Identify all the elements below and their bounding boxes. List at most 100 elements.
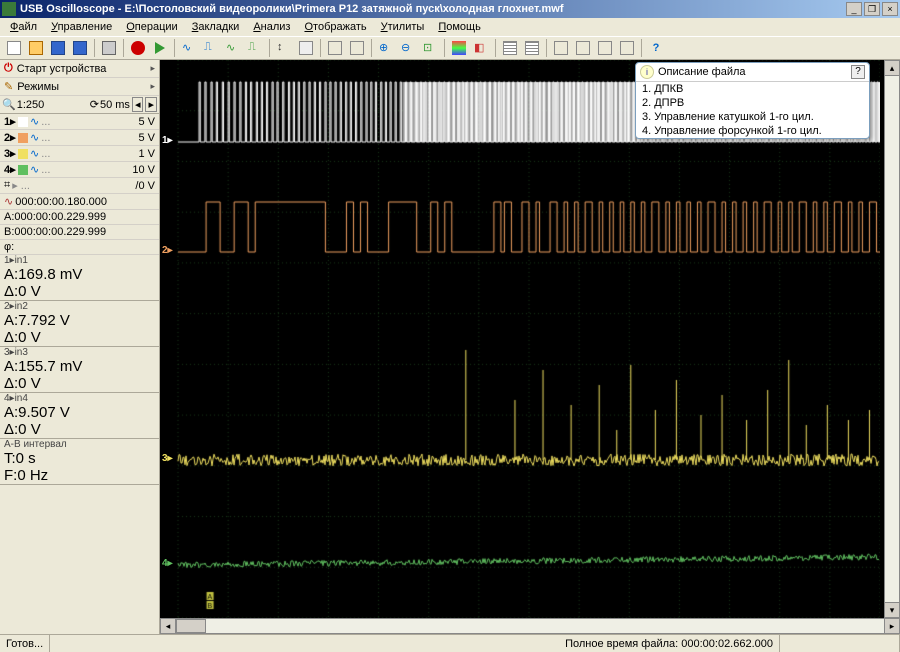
- meas-d: Δ:0 V: [4, 421, 155, 438]
- menu-Утилиты[interactable]: Утилиты: [375, 20, 431, 34]
- channel-row-3[interactable]: 3▸∿ ... 1 V: [0, 146, 159, 162]
- menu-Анализ[interactable]: Анализ: [247, 20, 296, 34]
- info-line: 3. Управление катушкой 1-го цил.: [636, 110, 869, 124]
- menu-bar: ФайлУправлениеОперацииЗакладкиАнализОтоб…: [0, 18, 900, 36]
- meas-a: A:155.7 mV: [4, 358, 155, 375]
- cursor-b-row[interactable]: B:000:00:00.229.999: [0, 225, 159, 240]
- open-icon[interactable]: [26, 38, 46, 58]
- status-left: Готов...: [0, 635, 50, 652]
- analyze-icon[interactable]: ◧: [471, 38, 491, 58]
- chevron-right-icon: ▸: [150, 81, 155, 92]
- scroll-right-icon[interactable]: ▸: [884, 618, 900, 634]
- channel-marker[interactable]: 1▸: [162, 135, 173, 146]
- scope-area: 1▸2▸3▸4▸ i Описание файла ? 1. ДПКВ2. ДП…: [160, 60, 900, 634]
- aux2-val: 000:00:00.180.000: [15, 196, 107, 208]
- info-line: 2. ДПРВ: [636, 96, 869, 110]
- scope-canvas-wrap[interactable]: 1▸2▸3▸4▸ i Описание файла ? 1. ДПКВ2. ДП…: [160, 60, 884, 618]
- interval-block: A-B интервал T:0 s F:0 Hz: [0, 439, 159, 485]
- rec-icon[interactable]: [128, 38, 148, 58]
- zoomx-icon[interactable]: ⊕: [376, 38, 396, 58]
- close-button[interactable]: ×: [882, 2, 898, 16]
- grid1-icon[interactable]: [325, 38, 345, 58]
- meas-a: A:7.792 V: [4, 312, 155, 329]
- meas-block-4: 4▸in4A:9.507 VΔ:0 V: [0, 393, 159, 439]
- channel-marker[interactable]: 4▸: [162, 558, 173, 569]
- wave2-icon[interactable]: ⎍: [201, 38, 221, 58]
- interval-header: A-B интервал: [4, 439, 155, 450]
- device-start-label: Старт устройства: [17, 63, 107, 75]
- help-icon[interactable]: ?: [646, 38, 666, 58]
- meas-a: A:169.8 mV: [4, 266, 155, 283]
- window-title: USB Oscilloscope - E:\Постоловский видео…: [20, 3, 846, 15]
- channel-row-1[interactable]: 1▸∿ ... 5 V: [0, 114, 159, 130]
- print-icon[interactable]: [99, 38, 119, 58]
- meas-block-3: 3▸in3A:155.7 mVΔ:0 V: [0, 347, 159, 393]
- meas-block-2: 2▸in2A:7.792 VΔ:0 V: [0, 301, 159, 347]
- cursor-b: B:000:00:00.229.999: [4, 226, 106, 238]
- list1-icon[interactable]: [500, 38, 520, 58]
- save-icon[interactable]: [48, 38, 68, 58]
- meas-hdr: 4▸in4: [4, 393, 155, 404]
- title-bar: USB Oscilloscope - E:\Постоловский видео…: [0, 0, 900, 18]
- p2-icon[interactable]: [573, 38, 593, 58]
- meas-d: Δ:0 V: [4, 329, 155, 346]
- vertical-scrollbar[interactable]: ▴ ▾: [884, 60, 900, 618]
- sidebar: ⏻ Старт устройства ▸ ✎ Режимы ▸ 🔍1:250 ⟳…: [0, 60, 160, 634]
- wave4-icon[interactable]: ⎍: [245, 38, 265, 58]
- scroll-up-icon[interactable]: ▴: [884, 60, 900, 76]
- cfg-icon[interactable]: [296, 38, 316, 58]
- grid2-icon[interactable]: [347, 38, 367, 58]
- scroll-thumb[interactable]: [176, 619, 206, 633]
- minimize-button[interactable]: _: [846, 2, 862, 16]
- channel-row-2[interactable]: 2▸∿ ... 5 V: [0, 130, 159, 146]
- zoomy-icon[interactable]: ⊖: [398, 38, 418, 58]
- info-help-icon[interactable]: ?: [851, 65, 865, 79]
- horizontal-scrollbar[interactable]: ◂ ▸: [160, 618, 900, 634]
- menu-Операции[interactable]: Операции: [120, 20, 183, 34]
- list2-icon[interactable]: [522, 38, 542, 58]
- play-icon[interactable]: [150, 38, 170, 58]
- menu-Управление[interactable]: Управление: [45, 20, 118, 34]
- chart-icon[interactable]: [449, 38, 469, 58]
- maximize-button[interactable]: ❐: [864, 2, 880, 16]
- wave3-icon[interactable]: ∿: [223, 38, 243, 58]
- meas-block-1: 1▸in1A:169.8 mVΔ:0 V: [0, 255, 159, 301]
- new-icon[interactable]: [4, 38, 24, 58]
- aux-row-1[interactable]: ⌗ ▸ ... /0 V: [0, 178, 159, 194]
- modes-button[interactable]: ✎ Режимы ▸: [0, 78, 159, 96]
- meas-hdr: 3▸in3: [4, 347, 155, 358]
- arrow-icon[interactable]: ↕: [274, 38, 294, 58]
- channel-marker[interactable]: 3▸: [162, 453, 173, 464]
- menu-Файл[interactable]: Файл: [4, 20, 43, 34]
- timebase[interactable]: ⟳50 ms: [90, 98, 130, 111]
- p4-icon[interactable]: [617, 38, 637, 58]
- fit-icon[interactable]: ⊡: [420, 38, 440, 58]
- device-start-button[interactable]: ⏻ Старт устройства ▸: [0, 60, 159, 78]
- scroll-left-icon[interactable]: ◂: [160, 618, 176, 634]
- zoom-ratio[interactable]: 🔍1:250: [2, 98, 44, 111]
- scroll-right-icon[interactable]: ▸: [145, 97, 157, 112]
- cursor-a: A:000:00:00.229.999: [4, 211, 106, 223]
- p3-icon[interactable]: [595, 38, 615, 58]
- menu-Помощь[interactable]: Помощь: [432, 20, 487, 34]
- cursor-a-row[interactable]: A:000:00:00.229.999: [0, 210, 159, 225]
- channel-row-4[interactable]: 4▸∿ ... 10 V: [0, 162, 159, 178]
- wave-icon: ∿: [4, 195, 13, 208]
- meas-d: Δ:0 V: [4, 283, 155, 300]
- info-line: 1. ДПКВ: [636, 82, 869, 96]
- aux-row-2[interactable]: ∿ 000:00:00.180.000: [0, 194, 159, 210]
- app-icon: [2, 2, 16, 16]
- zoom-row: 🔍1:250 ⟳50 ms ◂ ▸: [0, 96, 159, 114]
- channel-marker[interactable]: 2▸: [162, 245, 173, 256]
- meas-a: A:9.507 V: [4, 404, 155, 421]
- phi-row[interactable]: φ:: [0, 240, 159, 255]
- scroll-down-icon[interactable]: ▾: [884, 602, 900, 618]
- status-bar: Готов... Полное время файла: 000:00:02.6…: [0, 634, 900, 652]
- scroll-left-icon[interactable]: ◂: [132, 97, 144, 112]
- wave1-icon[interactable]: ∿: [179, 38, 199, 58]
- p1-icon[interactable]: [551, 38, 571, 58]
- menu-Отображать[interactable]: Отображать: [298, 20, 372, 34]
- menu-Закладки[interactable]: Закладки: [186, 20, 246, 34]
- saveas-icon[interactable]: [70, 38, 90, 58]
- interval-f: F:0 Hz: [4, 467, 155, 484]
